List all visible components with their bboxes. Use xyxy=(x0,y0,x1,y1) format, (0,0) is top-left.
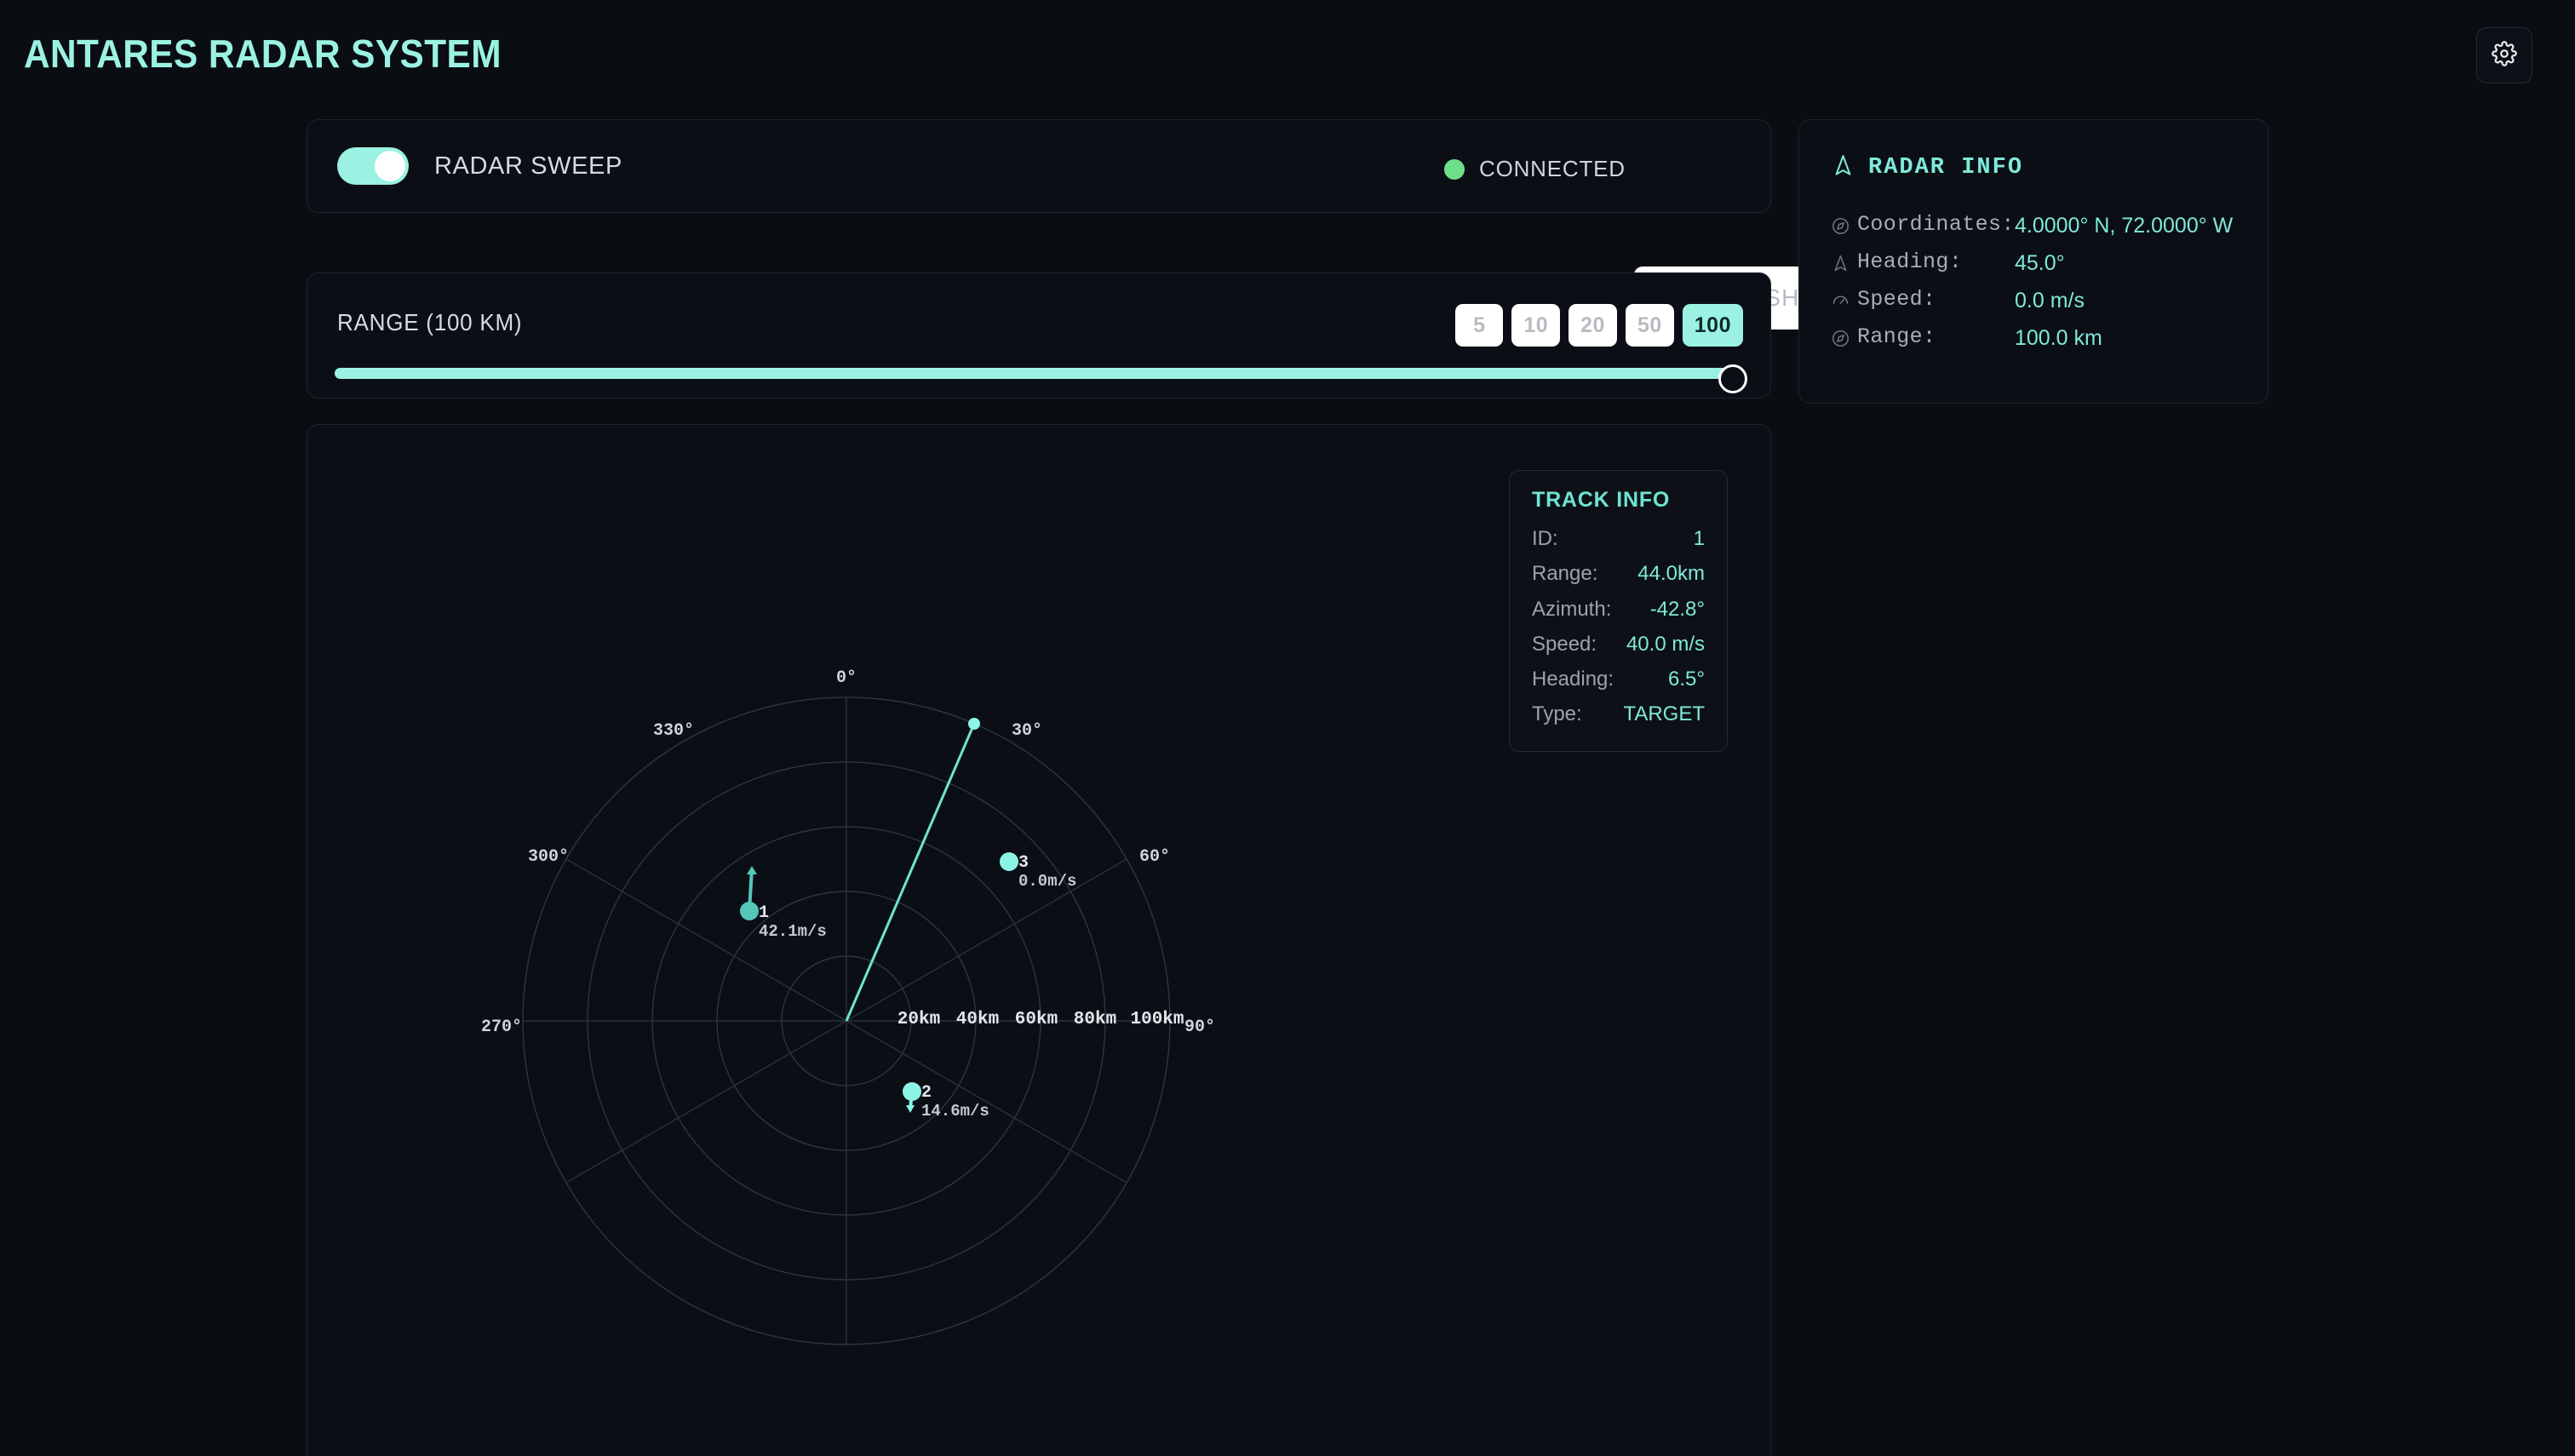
range-panel: RANGE (100 KM) 5 10 20 50 100 xyxy=(307,272,1771,398)
range-preset-group: 5 10 20 50 100 xyxy=(1455,304,1743,347)
range-preset-50[interactable]: 50 xyxy=(1625,304,1674,347)
status-badge: CONNECTED xyxy=(1479,156,1626,181)
track-info-label-range: Range: xyxy=(1532,562,1598,586)
radar-range-ring-labels: 20km 40km 60km 80km 100km xyxy=(898,1010,1184,1029)
range-slider[interactable] xyxy=(335,362,1747,393)
radar-info-value-coordinates: 4.0000° N, 72.0000° W xyxy=(2015,214,2234,238)
track-3-id: 3 xyxy=(1018,853,1029,873)
range-label: RANGE (100 KM) xyxy=(337,309,523,335)
track-info-row-type: Type: TARGET xyxy=(1532,696,1705,731)
gauge-icon xyxy=(1832,287,1857,314)
track-info-value-range: 44.0km xyxy=(1637,562,1705,586)
radar-info-label-range: Range: xyxy=(1857,324,1936,349)
radar-track-3[interactable]: 3 0.0m/s xyxy=(1000,852,1076,891)
bearing-label-60: 60° xyxy=(1139,847,1170,867)
range-ring-label-60: 60km xyxy=(1015,1010,1058,1029)
radar-ppi-scope[interactable]: 0° 30° 60° 90° 270° 300° 330° 20km 40km … xyxy=(307,425,1772,1456)
settings-button[interactable] xyxy=(2476,27,2532,83)
radar-track-2[interactable]: 2 14.6m/s xyxy=(903,1082,989,1121)
track-info-label-heading: Heading: xyxy=(1532,668,1614,691)
bearing-label-30: 30° xyxy=(1012,721,1042,741)
radar-info-label-coordinates: Coordinates: xyxy=(1857,212,2015,237)
range-preset-5[interactable]: 5 xyxy=(1455,304,1504,347)
radar-bearing-labels: 0° 30° 60° 90° 270° 300° 330° xyxy=(481,668,1215,1037)
track-info-value-speed: 40.0 m/s xyxy=(1626,632,1705,656)
range-ring-label-80: 80km xyxy=(1074,1010,1116,1029)
radar-info-label-speed: Speed: xyxy=(1857,287,1936,312)
track-info-value-type: TARGET xyxy=(1623,702,1705,726)
control-bar: RADAR SWEEP CONNECTED ADD SHIP RESET xyxy=(307,119,2050,330)
radar-info-row-coordinates: Coordinates: 4.0000° N, 72.0000° W xyxy=(1832,212,2240,240)
navigation-arrow-icon xyxy=(1832,249,1857,277)
range-preset-10[interactable]: 10 xyxy=(1511,304,1561,347)
radar-info-row-speed: Speed: 0.0 m/s xyxy=(1832,287,2240,315)
range-slider-track xyxy=(335,364,1747,393)
track-info-row-azimuth: Azimuth: -42.8° xyxy=(1532,592,1705,627)
radar-track-1[interactable]: 1 42.1m/s xyxy=(740,866,827,941)
range-preset-100[interactable]: 100 xyxy=(1682,304,1743,347)
app-header: ANTARES RADAR SYSTEM xyxy=(0,0,2575,119)
page-title: ANTARES RADAR SYSTEM xyxy=(24,32,502,76)
radar-info-panel: RADAR INFO Coordinates: 4.0000° N, 72.00… xyxy=(1798,119,2268,404)
bearing-label-0: 0° xyxy=(836,668,857,688)
bearing-label-330: 330° xyxy=(653,721,694,741)
radar-info-value-heading: 45.0° xyxy=(2015,251,2065,275)
radar-info-row-range: Range: 100.0 km xyxy=(1832,324,2240,353)
radar-sweep-label: RADAR SWEEP xyxy=(434,152,622,180)
range-preset-20[interactable]: 20 xyxy=(1569,304,1617,347)
bearing-label-270: 270° xyxy=(481,1017,522,1037)
track-2-speed: 14.6m/s xyxy=(921,1102,989,1121)
gear-icon xyxy=(2492,40,2517,71)
track-info-label-azimuth: Azimuth: xyxy=(1532,597,1612,621)
track-info-label-speed: Speed: xyxy=(1532,632,1597,656)
radar-info-row-heading: Heading: 45.0° xyxy=(1832,249,2240,278)
radar-info-value-range: 100.0 km xyxy=(2015,326,2102,350)
track-info-row-id: ID: 1 xyxy=(1532,521,1705,556)
track-info-label-id: ID: xyxy=(1532,527,1558,550)
radar-info-title: RADAR INFO xyxy=(1868,155,2024,181)
radar-info-header: RADAR INFO xyxy=(1832,154,2023,181)
toggle-knob xyxy=(375,151,405,181)
track-2-id: 2 xyxy=(921,1083,932,1103)
compass-icon xyxy=(1832,324,1857,352)
radar-info-rows: Coordinates: 4.0000° N, 72.0000° W Headi… xyxy=(1832,212,2240,362)
range-ring-label-40: 40km xyxy=(956,1010,999,1029)
track-info-label-type: Type: xyxy=(1532,702,1582,726)
navigation-arrow-icon xyxy=(1832,154,1855,181)
track-info-row-heading: Heading: 6.5° xyxy=(1532,662,1705,696)
bearing-label-300: 300° xyxy=(528,847,569,867)
range-ring-label-20: 20km xyxy=(898,1010,940,1029)
radar-sweep-toggle[interactable] xyxy=(337,147,409,185)
radar-sweep-line xyxy=(845,718,980,1022)
range-slider-thumb[interactable] xyxy=(1718,364,1747,393)
range-ring-label-100: 100km xyxy=(1130,1010,1184,1029)
track-info-value-heading: 6.5° xyxy=(1668,668,1705,691)
radar-sweep-control: RADAR SWEEP xyxy=(337,147,622,185)
track-3-speed: 0.0m/s xyxy=(1018,872,1076,891)
radar-info-label-heading: Heading: xyxy=(1857,249,1963,274)
track-info-title: TRACK INFO xyxy=(1532,488,1671,512)
connection-status: CONNECTED xyxy=(1444,156,1626,182)
track-info-value-azimuth: -42.8° xyxy=(1649,597,1705,621)
track-info-row-speed: Speed: 40.0 m/s xyxy=(1532,627,1705,662)
bearing-label-90: 90° xyxy=(1184,1017,1215,1037)
compass-icon xyxy=(1832,212,1857,239)
radar-info-value-speed: 0.0 m/s xyxy=(2015,289,2085,312)
track-1-speed: 42.1m/s xyxy=(759,922,827,941)
status-indicator-dot xyxy=(1444,158,1465,180)
track-info-row-range: Range: 44.0km xyxy=(1532,556,1705,591)
track-info-card: TRACK INFO ID: 1 Range: 44.0km Azimuth: … xyxy=(1509,470,1728,752)
track-info-value-id: 1 xyxy=(1693,527,1705,550)
track-1-id: 1 xyxy=(759,903,769,923)
